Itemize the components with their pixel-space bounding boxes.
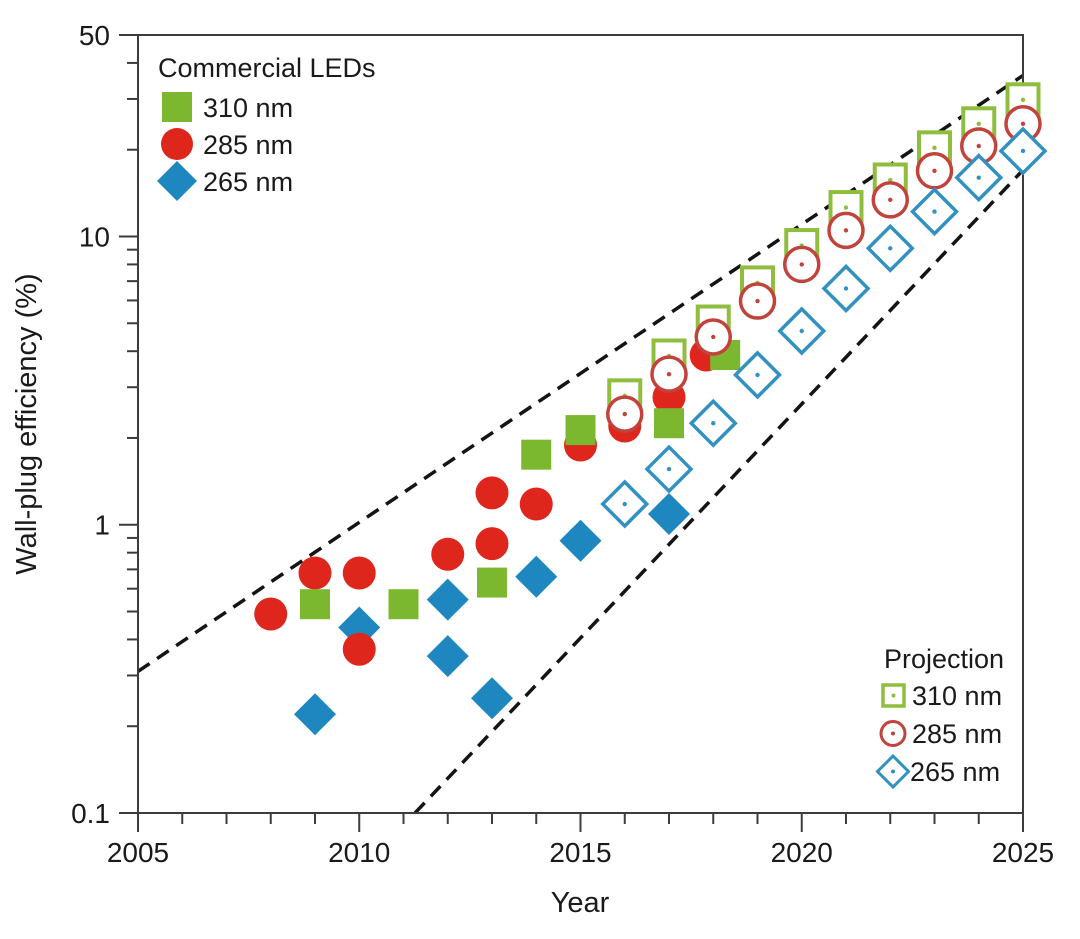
point-projection-265nm-center-dot: [622, 501, 627, 507]
point-projection-310nm-center-dot: [1020, 97, 1026, 102]
x-tick-label: 2025: [992, 837, 1054, 868]
y-tick-label: 10: [79, 221, 110, 252]
y-tick-label: 50: [79, 20, 110, 51]
legend-swatch-265nm-filled-diamond: [157, 161, 197, 201]
legend-projection-title: Projection: [884, 644, 1004, 674]
point-commercial-265nm: [294, 693, 336, 736]
x-tick-label: 2015: [549, 837, 611, 868]
legend-projection: Projection 310 nm 285 nm 265 nm: [875, 644, 1004, 790]
point-commercial-285nm: [431, 537, 465, 571]
point-commercial-310nm: [388, 589, 419, 620]
point-commercial-310nm: [565, 415, 596, 446]
point-projection-285nm-center-dot: [755, 298, 760, 304]
legend-swatch-310nm-filled-square: [162, 92, 192, 122]
x-axis-label: Year: [551, 887, 610, 919]
point-projection-265nm-center-dot: [1020, 148, 1026, 154]
point-projection-285nm-center-dot: [666, 371, 672, 377]
point-commercial-285nm: [298, 556, 332, 590]
y-tick-label: 1: [94, 510, 110, 541]
point-projection-265nm-center-dot: [755, 372, 760, 378]
point-commercial-285nm: [519, 487, 553, 521]
point-projection-285nm-center-dot: [976, 143, 981, 149]
point-commercial-265nm: [648, 492, 690, 535]
x-tick-label: 2005: [107, 837, 169, 868]
point-projection-285nm-center-dot: [888, 197, 893, 203]
point-commercial-265nm: [559, 519, 602, 562]
point-projection-285nm-center-dot: [932, 168, 937, 173]
legend-dot-310nm: [891, 693, 896, 698]
point-projection-285nm-center-dot: [799, 262, 804, 267]
point-commercial-310nm: [521, 439, 552, 470]
legend-proj-310nm-label: 310 nm: [912, 681, 1002, 711]
point-projection-265nm-center-dot: [976, 175, 981, 180]
plot-area: 2005 2010 2015 2020 2025 0.1 1 10 50: [71, 20, 1054, 868]
legend-proj-285nm-label: 285 nm: [912, 719, 1002, 749]
point-commercial-285nm: [475, 527, 509, 561]
point-commercial-285nm: [342, 632, 376, 666]
legend-swatch-285nm-filled-circle: [161, 128, 193, 160]
point-projection-285nm-center-dot: [1020, 121, 1026, 126]
trend-line-upper: [137, 73, 1024, 673]
point-projection-310nm-center-dot: [888, 177, 893, 183]
point-commercial-265nm: [426, 635, 469, 678]
x-tick-label: 2020: [771, 837, 833, 868]
legend-item-265nm-label: 265 nm: [203, 167, 293, 197]
point-projection-285nm-center-dot: [711, 334, 716, 340]
legend-commercial-leds: Commercial LEDs 310 nm 285 nm 265 nm: [157, 53, 376, 201]
point-projection-310nm-center-dot: [976, 121, 981, 126]
point-commercial-310nm: [300, 589, 330, 620]
y-tick-label: 0.1: [71, 798, 110, 829]
point-commercial-265nm: [515, 555, 558, 598]
point-projection-310nm-center-dot: [932, 145, 937, 151]
point-commercial-285nm: [475, 476, 509, 510]
point-projection-265nm-center-dot: [666, 466, 672, 472]
legend-dot-265nm: [891, 769, 895, 774]
point-projection-310nm-center-dot: [843, 205, 849, 210]
legend-item-285nm-label: 285 nm: [203, 130, 293, 160]
trend-line-lower: [413, 168, 1025, 815]
point-projection-265nm-center-dot: [888, 246, 893, 251]
x-tick-label: 2010: [328, 837, 390, 868]
point-projection-265nm-center-dot: [799, 328, 804, 334]
point-projection-265nm-center-dot: [843, 286, 849, 291]
point-projection-285nm-center-dot: [622, 411, 627, 417]
y-axis-label: Wall-plug efficiency (%): [11, 273, 43, 574]
point-commercial-285nm: [254, 597, 288, 631]
point-projection-285nm-center-dot: [843, 228, 849, 233]
legend-proj-265nm-label: 265 nm: [910, 757, 1000, 787]
point-commercial-265nm: [471, 677, 513, 720]
legend-commercial-title: Commercial LEDs: [158, 53, 376, 83]
legend-dot-285nm: [891, 731, 895, 736]
point-commercial-265nm: [426, 578, 469, 621]
point-commercial-285nm: [342, 556, 376, 590]
point-projection-265nm-center-dot: [932, 209, 937, 214]
legend-item-310nm-label: 310 nm: [203, 93, 293, 123]
point-commercial-310nm: [654, 408, 684, 439]
point-commercial-310nm: [477, 567, 507, 598]
point-projection-265nm-center-dot: [711, 421, 716, 426]
